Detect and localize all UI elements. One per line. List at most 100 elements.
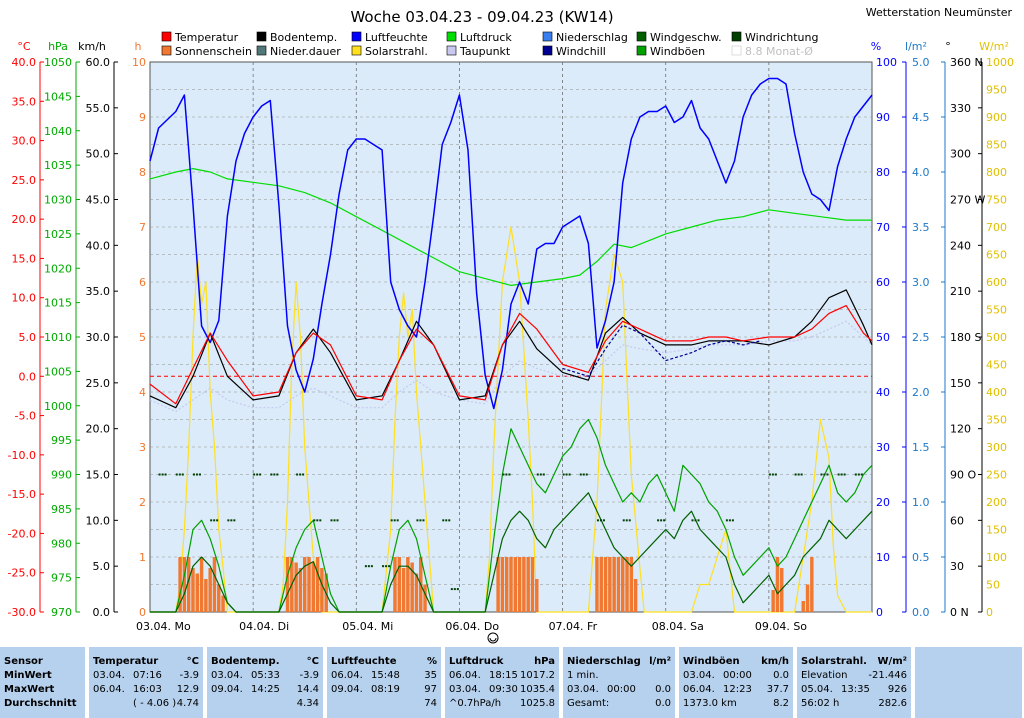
wind-direction-point [505,473,508,476]
stats-column-title: Solarstrahl. [801,656,867,667]
wind-direction-point [854,473,857,476]
axis-tick-hum: 10 [876,551,890,564]
legend-swatch [351,31,362,42]
day-label: 03.04. Mo [136,620,191,633]
series-Windrichtung [158,473,863,591]
stats-cell-time: 13:35 [841,684,870,695]
axis-tick-sun: 7 [139,221,146,234]
stats-cell-time: 00:00 [723,670,752,681]
axis-tick-sun: 0 [139,606,146,619]
stats-row: 06.04. 18:15 1017.2 [449,669,555,683]
sunshine-bar [616,557,621,612]
axis-tick-wind: 25.0 [86,377,111,390]
wind-direction-point [233,519,236,522]
stats-column-unit: l/m² [649,656,671,667]
axis-tick-solar: 350 [986,414,1007,427]
axis-tick-sun: 3 [139,441,146,454]
wind-direction-point [385,565,388,568]
stats-label-min: MinWert [4,670,52,681]
sunshine-bar [208,568,212,612]
axis-tick-wind: 40.0 [86,239,111,252]
stats-column-header: Solarstrahl. W/m² [801,655,907,669]
stats-cell-date: 06.04. [93,684,125,695]
stats-cell-date: 09.04. [331,684,363,695]
axis-tick-hum: 30 [876,441,890,454]
wind-direction-point [837,473,840,476]
wind-direction-point [840,473,843,476]
stats-column-title: Temperatur [93,656,159,667]
axis-tick-hum: 0 [876,606,883,619]
stats-cell-value: 97 [424,684,437,695]
axis-tick-rain: 2.5 [912,331,930,344]
stats-cell-value: 4.74 [176,698,199,709]
axis-tick-temp: -30.0 [8,606,36,619]
legend-label: Windgeschw. [650,31,722,44]
legend-label: Windrichtung [745,31,818,44]
legend-swatch [351,45,362,56]
wind-direction-point [382,565,385,568]
stats-cell-date: 1 min. [567,670,599,681]
axis-tick-temp: 15.0 [12,252,37,265]
axis-tick-dir: 240 [950,239,971,252]
stats-column-header: Temperatur °C [93,655,199,669]
legend-swatch [542,31,553,42]
legend-label: Taupunkt [459,45,511,58]
axis-tick-temp: -25.0 [8,567,36,580]
series-Bodentemp. [149,289,873,409]
wind-direction-point [178,473,181,476]
stats-cell-value: 1025.8 [520,698,555,709]
axis-tick-press: 1040 [44,125,72,138]
axis-tick-rain: 1.0 [912,496,930,509]
sunshine-bar [401,568,406,612]
stats-cell-time: 05:33 [251,670,280,681]
axis-units: °C hPa km/h h% l/m² ° W/m² [17,40,1008,53]
series-Taupunkt [149,320,873,413]
axis-tick-solar: 200 [986,496,1007,509]
sunshine-bar [285,557,290,612]
series-Luftdruck [149,168,872,286]
sunshine-bar [599,557,603,612]
stats-row: 03.04. 05:33 -3.9 [211,669,319,683]
wind-direction-point [565,473,568,476]
axis-tick-temp: 10.0 [12,292,37,305]
stats-cell-value: 14.4 [296,684,319,695]
axis-tick-dir: 330 [950,102,971,115]
stats-column-header: Bodentemp. °C [211,655,319,669]
stats-column-title: Luftdruck [449,656,504,667]
grid [150,62,872,612]
stats-cell-value: -3.9 [299,670,319,681]
wind-direction-point [227,519,230,522]
series-layer [149,77,873,613]
axis-tick-solar: 500 [986,331,1007,344]
axis-tick-dir: 120 [950,423,971,436]
axis-tick-press: 1030 [44,194,72,207]
wind-direction-point [210,519,213,522]
wind-direction-point [820,473,823,476]
stats-row: Elevation -21.446 [801,669,907,683]
axis-tick-sun: 2 [139,496,146,509]
axis-tick-press: 1020 [44,262,72,275]
axis-tick-dir: 60 [950,514,964,527]
sunshine-bar [625,557,629,612]
legend-swatch [161,31,172,42]
sunshine-bar [423,584,427,612]
wind-direction-point [694,519,697,522]
stats-cell-value: 12.9 [176,684,199,695]
sunshine-bar [608,557,612,612]
wind-direction-point [198,473,201,476]
wind-direction-point [333,519,336,522]
axis-tick-press: 1035 [44,159,72,172]
stats-row: 06.04. 16:03 12.9 [93,683,199,697]
legend-swatch [446,31,457,42]
sunshine-bar [612,557,616,612]
stats-cell-date: 06.04. [331,670,363,681]
sunshine-bar [393,557,397,612]
stats-row: 09.04. 14:25 14.4 [211,683,319,697]
stats-column: Luftdruck hPa 06.04. 18:15 1017.2 03.04. 09:30… [445,647,561,718]
legend-label: 8.8 Monat-Ø [745,45,813,58]
sunshine-bar [509,557,513,612]
stats-row: Gesamt: 0.0 [567,697,671,711]
stats-row: 06.04. 15:48 35 [331,669,437,683]
axis-unit-sun: h [135,40,142,53]
axis-tick-wind: 35.0 [86,285,111,298]
